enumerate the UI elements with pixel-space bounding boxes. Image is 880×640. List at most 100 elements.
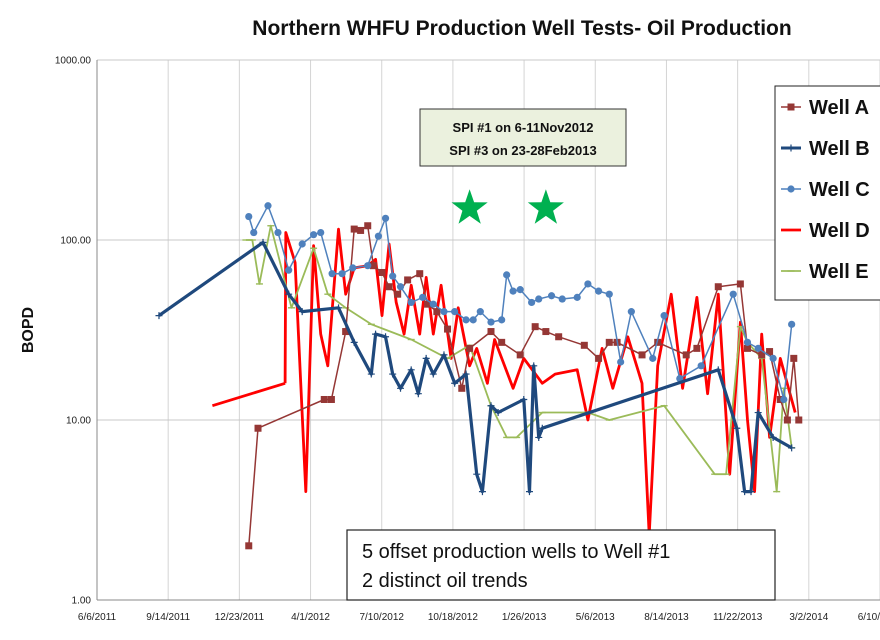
data-point-well-c [547,292,556,300]
star-marker [527,189,564,224]
x-tick-label: 11/22/2013 [713,612,763,623]
data-point-well-c [274,228,282,237]
data-point-well-b [478,488,486,496]
data-point-well-a [542,328,550,336]
data-point-well-a [433,308,441,316]
data-point-well-a [404,276,412,284]
data-point-well-b [530,362,538,370]
x-tick-label: 1/26/2013 [502,612,547,623]
data-point-well-c [309,231,318,239]
x-tick-label: 12/23/2011 [215,612,265,623]
data-point-well-c [660,312,668,320]
data-point-well-a [357,226,365,234]
data-point-well-b [473,470,481,478]
star-marker [451,189,488,224]
data-point-well-c [594,287,603,295]
data-point-well-b [538,424,546,432]
data-point-well-b [769,433,777,441]
legend-marker-well-a [787,103,795,111]
data-point-well-b [535,433,543,441]
data-point-well-c [374,232,383,240]
data-point-well-a [516,351,524,359]
data-point-well-a [682,351,690,359]
legend-item-well-d: Well D [781,220,870,242]
y-tick-label: 1.00 [72,596,92,607]
data-point-well-c [558,295,566,303]
x-axis-ticks: 6/6/2011 9/14/2011 12/23/2011 4/1/2012 7/10/… [78,612,880,623]
y-axis-label: BOPD [20,307,37,353]
x-tick-label: 6/6/2011 [78,612,117,623]
data-point-well-a [444,325,452,333]
data-point-well-a [795,416,803,424]
data-point-well-a [580,341,588,349]
x-tick-label: 3/2/2014 [789,612,828,623]
data-point-well-b [714,366,722,374]
data-point-well-b [520,395,528,403]
legend-items: Well A Well B Well C Well D Well E [781,97,870,283]
summary-note-box [346,529,776,601]
data-point-well-c [396,283,405,291]
data-point-well-b [741,488,749,496]
data-point-well-b [788,444,796,452]
legend-label-well-a: Well A [809,97,869,119]
data-point-well-c [528,298,536,307]
data-point-well-c [627,308,635,316]
data-point-well-b [285,290,293,298]
data-point-well-a [487,328,495,336]
data-point-well-c [364,262,372,270]
data-point-well-c [418,293,427,301]
series-well-a [245,222,803,550]
data-point-well-c [498,316,506,324]
data-point-well-a [758,351,766,359]
data-point-well-c [754,344,762,352]
data-point-well-c [245,212,253,221]
data-point-well-a [458,384,466,392]
y-tick-label: 10.00 [66,416,91,427]
data-point-well-b [382,333,390,341]
data-point-well-a [790,354,798,362]
data-point-well-b [407,366,415,374]
data-point-well-a [766,348,774,356]
data-point-well-a [743,344,751,352]
summary-note: 5 offset production wells to Well #1 2 d… [346,529,776,601]
legend-item-well-b: Well B [781,138,870,160]
data-point-well-a [466,344,474,352]
data-point-well-c [381,214,390,222]
x-tick-label: 6/10/2014 [858,612,880,623]
data-point-well-a [605,338,613,346]
data-point-well-c [509,287,517,295]
y-tick-label: 1000.00 [55,56,92,67]
x-tick-label: 4/1/2012 [291,612,330,623]
legend-marker-well-b [787,144,795,152]
data-point-well-b [389,370,397,378]
data-point-well-b [397,384,405,392]
data-point-well-c [743,338,752,346]
legend-label-well-b: Well B [809,138,870,160]
legend: Well A Well B Well C Well D Well E [774,85,880,301]
x-tick-label: 8/14/2013 [644,612,689,623]
data-point-well-a [595,354,603,362]
y-tick-label: 100.00 [60,236,91,247]
data-point-well-a [714,283,722,291]
data-point-well-c [769,354,777,362]
data-point-well-c [780,395,788,404]
data-point-well-c [389,272,397,280]
data-point-well-c [328,270,336,278]
data-point-well-c [729,290,737,298]
legend-box [774,85,880,301]
data-point-well-c [697,362,705,370]
data-point-well-a [327,395,335,403]
data-point-well-c [285,266,293,274]
data-point-well-c [469,316,477,324]
data-point-well-c [788,320,796,328]
data-point-well-b [747,488,755,496]
data-point-well-a [369,262,377,270]
data-point-well-b [462,370,470,378]
data-point-well-c [649,354,657,362]
data-point-well-b [451,379,459,387]
stars-group [451,189,564,224]
legend-item-well-c: Well C [781,179,870,201]
x-tick-label: 10/18/2012 [428,612,478,623]
data-point-well-a [350,225,358,233]
